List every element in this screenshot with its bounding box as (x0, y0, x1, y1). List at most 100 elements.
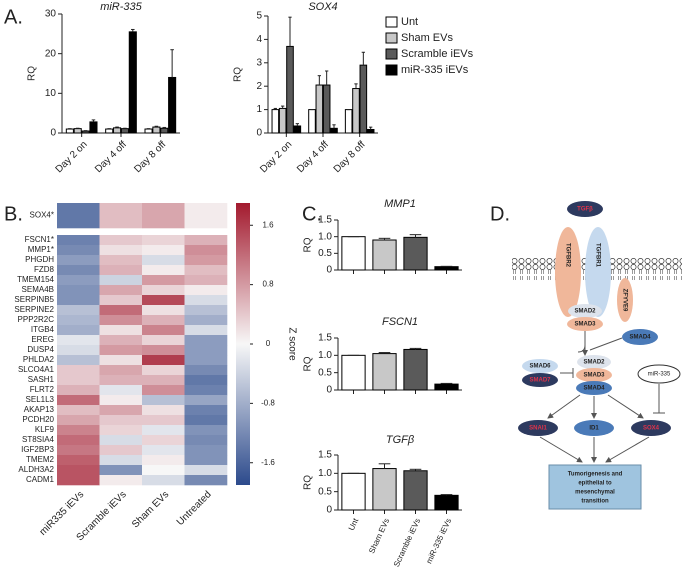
error-bar (378, 463, 391, 469)
y-tick-label: 0 (326, 505, 332, 516)
chart-title: TGFβ (386, 434, 415, 446)
x-tick-label: Day 2 on (54, 139, 90, 175)
heatmap-cell (142, 203, 185, 229)
node (574, 420, 614, 436)
heatmap-cell (57, 415, 100, 426)
bar (120, 128, 129, 134)
outcome-text: mesenchymal (575, 490, 615, 496)
colorbar-tick-label: 0 (266, 339, 271, 348)
heatmap-cell (99, 335, 143, 346)
bar (144, 128, 153, 134)
heatmap-cell (184, 355, 228, 366)
heatmap-cell (57, 295, 100, 306)
heatmap-cell (99, 385, 143, 396)
y-tick-label: 1.0 (318, 350, 332, 361)
bar (403, 470, 428, 511)
node (568, 304, 602, 318)
heatmap-cell (184, 235, 228, 246)
heatmap-cell (57, 395, 100, 406)
error-bar (440, 494, 453, 496)
row-label: FZD8 (34, 265, 55, 274)
row-label: FSCN1* (25, 235, 54, 244)
row-label: CADM1 (26, 475, 55, 484)
heatmap-cell (99, 305, 143, 316)
heatmap-cell (184, 315, 228, 326)
node (518, 420, 558, 436)
heatmap-cell (99, 315, 143, 326)
bar (113, 127, 122, 134)
panel-label: A. (4, 6, 23, 28)
y-tick-label: 0.5 (318, 367, 332, 378)
heatmap-cell (57, 475, 100, 486)
outcome-text: epithelial to (578, 481, 612, 487)
heatmap-cell (99, 395, 143, 406)
bar (152, 126, 161, 134)
colorbar (236, 203, 250, 485)
heatmap-cell (57, 235, 100, 246)
y-tick-label: 3 (256, 57, 262, 68)
outcome-text: transition (581, 499, 609, 505)
heatmap-cell (142, 365, 185, 376)
bar (315, 84, 324, 134)
row-label: PPP2R2C (18, 315, 55, 324)
heatmap-cell (142, 335, 185, 346)
row-label: DUSP4 (27, 345, 54, 354)
y-tick-label: 0 (50, 128, 56, 139)
bar (366, 128, 375, 134)
row-label: SASH1 (28, 375, 55, 384)
row-label: ITGB4 (31, 325, 55, 334)
error-bar (317, 75, 321, 86)
chart-title: SOX4 (308, 1, 337, 13)
row-label: KLF9 (35, 425, 55, 434)
heatmap-cell (142, 395, 185, 406)
bar (434, 383, 459, 391)
error-bar (325, 70, 329, 86)
error-bar (409, 234, 422, 238)
y-tick-label: 0.5 (318, 486, 332, 497)
node-label: ZFYVE9 (621, 289, 627, 312)
heatmap-cell (99, 465, 143, 476)
x-tick-label: Day 8 off (132, 139, 168, 175)
y-tick-label: 2 (256, 81, 262, 92)
x-tick-label: Day 2 on (258, 139, 294, 175)
legend-swatch (385, 32, 398, 44)
bar (271, 109, 280, 134)
bar (293, 125, 302, 134)
node (576, 381, 612, 395)
heatmap-cell (142, 375, 185, 386)
node (555, 227, 581, 317)
node-label: SOX4 (643, 426, 660, 432)
node-label: TGFBR1 (594, 243, 600, 268)
heatmap-cell (184, 325, 228, 336)
y-tick-label: 1.5 (318, 215, 332, 226)
heatmap-cell (184, 445, 228, 456)
heatmap-cell (57, 325, 100, 336)
bar (341, 236, 366, 271)
heatmap-cell (142, 345, 185, 356)
node (577, 355, 611, 369)
error-bar (361, 51, 365, 66)
heatmap-cell (57, 455, 100, 466)
heatmap-cell (142, 235, 185, 246)
row-label: PCDH20 (22, 415, 54, 424)
node (576, 368, 612, 382)
heatmap-cell (184, 425, 228, 436)
heatmap-cell (184, 345, 228, 356)
node-label: SMAD3 (583, 373, 605, 379)
chart-title: FSCN1 (382, 316, 418, 328)
heatmap-cell (184, 305, 228, 316)
row-label: FLRT2 (30, 385, 55, 394)
bar (341, 354, 366, 391)
bar (278, 107, 287, 134)
error-bar (281, 105, 285, 109)
row-label: ALDH3A2 (18, 465, 54, 474)
legend-swatch (385, 16, 398, 28)
error-bar (378, 352, 391, 354)
heatmap-cell (142, 285, 185, 296)
bar (434, 266, 459, 271)
y-tick-label: 0 (256, 128, 262, 139)
heatmap-cell (57, 345, 100, 356)
legend-label: miR-335 iEVs (401, 64, 469, 76)
row-label: AKAP13 (24, 405, 55, 414)
